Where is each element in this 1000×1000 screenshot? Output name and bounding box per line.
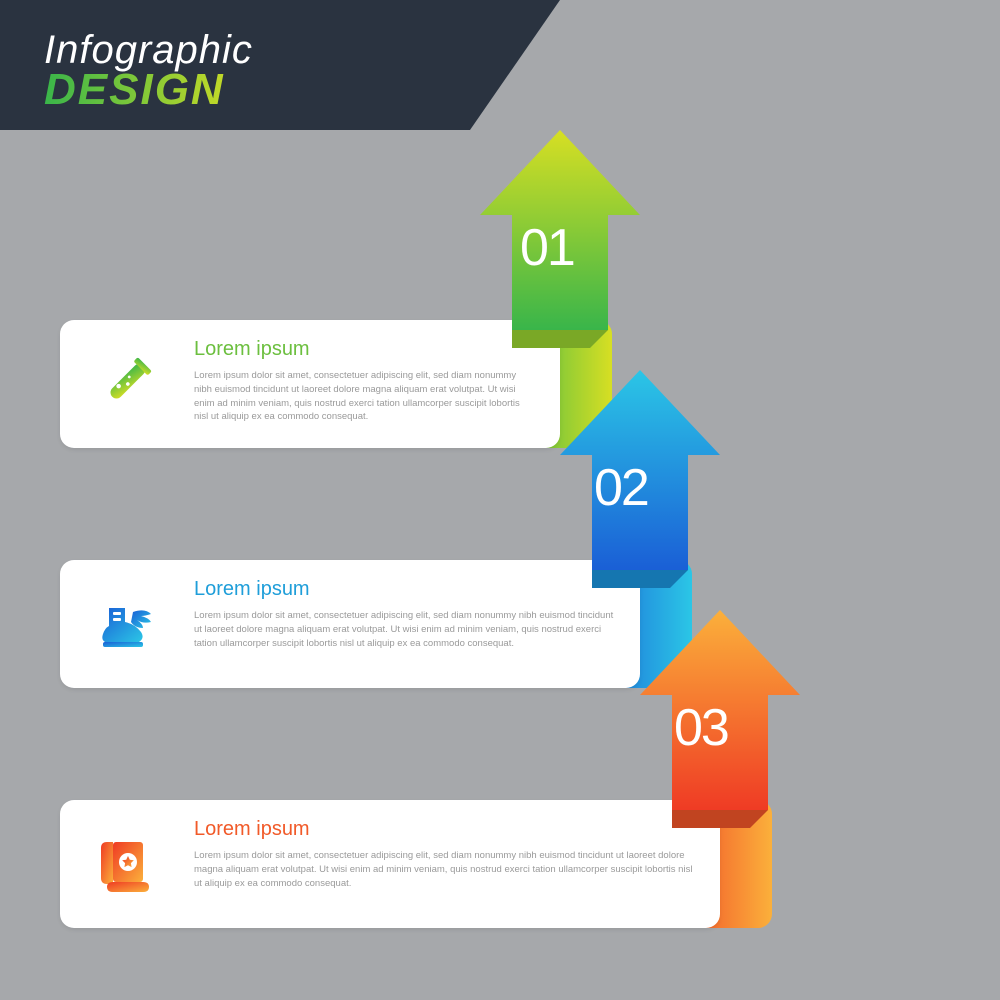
card-body: Lorem ipsum dolor sit amet, consectetuer… [194,849,696,890]
step-number: 03 [674,698,728,758]
step-number: 02 [594,458,648,518]
card-icon-wrap [60,560,190,688]
step-arrow-wrap [640,610,810,955]
card-title: Lorem ipsum [194,818,696,841]
test-tube-icon [93,352,157,416]
winged-boot-icon [93,592,157,656]
card-body: Lorem ipsum dolor sit amet, consectetuer… [194,609,616,650]
card-icon-wrap [60,320,190,448]
magic-scroll-icon [93,832,157,896]
infographic-stage: Lorem ipsum Lorem ipsum dolor sit amet, … [0,0,1000,1000]
step-number: 01 [520,218,574,278]
info-card: Lorem ipsum Lorem ipsum dolor sit amet, … [60,560,640,688]
card-title: Lorem ipsum [194,578,616,601]
card-icon-wrap [60,800,190,928]
info-card: Lorem ipsum Lorem ipsum dolor sit amet, … [60,800,720,928]
